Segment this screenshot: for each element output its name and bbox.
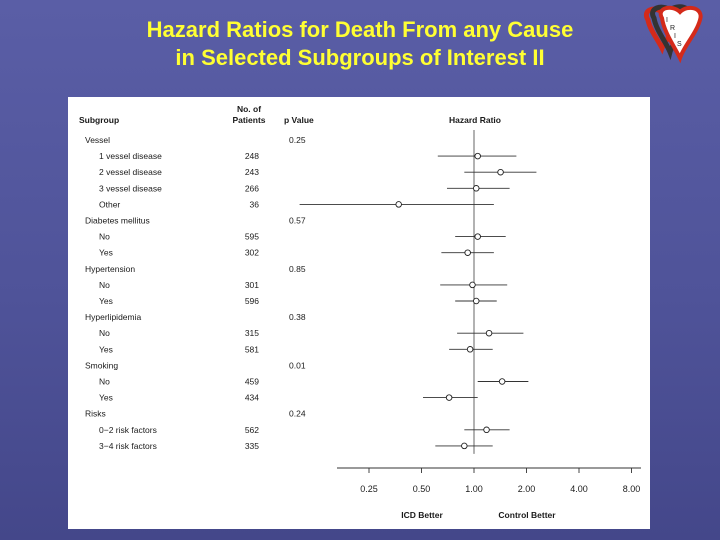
patient-count: 459 (245, 377, 259, 387)
subgroup-label: 3 vessel disease (99, 183, 162, 193)
forest-plot: Subgroup No. of Patients p Value Hazard … (79, 104, 641, 520)
point-estimate (466, 346, 474, 353)
group-label: Risks (85, 409, 106, 419)
p-value: 0.85 (289, 264, 306, 274)
slide-title: Hazard Ratios for Death From any Cause i… (60, 16, 660, 72)
group-label: Smoking (85, 360, 118, 370)
patient-count: 315 (245, 328, 259, 338)
patient-count: 562 (245, 425, 259, 435)
group-label: Diabetes mellitus (85, 216, 150, 226)
subgroup-label: Yes (99, 393, 113, 403)
forest-rows: Vessel 0.25 1 vessel disease 248 2 vessel di… (85, 130, 537, 454)
footer-control-better: Control Better (498, 510, 556, 520)
logo-letter-2: R (670, 25, 675, 32)
subgroup-label: 2 vessel disease (99, 167, 162, 177)
x-tick-label: 0.50 (413, 484, 431, 494)
forest-plot-panel: Subgroup No. of Patients p Value Hazard … (68, 97, 650, 529)
header-pvalue: p Value (284, 115, 314, 125)
patient-count: 243 (245, 167, 259, 177)
point-estimate (464, 249, 471, 256)
header-hazard-ratio: Hazard Ratio (449, 115, 501, 125)
x-tick-label: 4.00 (570, 484, 588, 494)
x-tick-label: 8.00 (623, 484, 641, 494)
logo-letter-4: S (677, 41, 682, 48)
point-estimate (485, 329, 493, 337)
logo-heart-front-icon (658, 5, 703, 64)
p-value: 0.38 (289, 312, 306, 322)
point-estimate (497, 168, 504, 176)
subgroup-label: 3−4 risk factors (99, 441, 157, 451)
subgroup-label: 1 vessel disease (99, 151, 162, 161)
patient-count: 596 (245, 296, 259, 306)
point-estimate (498, 378, 506, 385)
point-estimate (461, 442, 468, 450)
subgroup-label: No (99, 280, 110, 290)
group-label: Hypertension (85, 264, 135, 274)
patient-count: 302 (245, 248, 259, 258)
patient-count: 595 (245, 232, 259, 242)
group-label: Hyperlipidemia (85, 312, 141, 322)
point-estimate (472, 185, 480, 192)
group-label: Vessel (85, 135, 110, 145)
p-value: 0.57 (289, 216, 306, 226)
x-tick-label: 1.00 (465, 484, 483, 494)
subgroup-label: Yes (99, 248, 113, 258)
point-estimate (469, 281, 476, 289)
subgroup-label: Other (99, 199, 120, 209)
patient-count: 266 (245, 183, 259, 193)
point-estimate (474, 152, 481, 160)
patient-count: 335 (245, 441, 259, 451)
x-tick-label: 0.25 (360, 484, 378, 494)
header-subgroup: Subgroup (79, 115, 119, 125)
point-estimate (483, 426, 490, 434)
subgroup-label: 0−2 risk factors (99, 425, 157, 435)
logo-letter-3: I (674, 33, 676, 40)
patient-count: 248 (245, 151, 259, 161)
iris-logo-icon: I R I S (644, 4, 703, 64)
point-estimate (472, 297, 480, 305)
subgroup-label: No (99, 377, 110, 387)
header-patients-line2: Patients (232, 115, 265, 125)
x-axis: 0.25 0.50 1.00 2.00 4.00 8.00 (337, 467, 641, 494)
subgroup-label: Yes (99, 344, 113, 354)
patient-count: 36 (250, 199, 260, 209)
point-estimate (445, 394, 453, 401)
footer-icd-better: ICD Better (401, 510, 443, 520)
subgroup-label: No (99, 232, 110, 242)
patient-count: 434 (245, 393, 259, 403)
slide-title-line1: Hazard Ratios for Death From any Cause (146, 17, 574, 42)
point-estimate (474, 233, 481, 240)
p-value: 0.01 (289, 360, 306, 370)
patient-count: 301 (245, 280, 259, 290)
slide-title-line2: in Selected Subgroups of Interest II (175, 45, 545, 70)
header-patients-line1: No. of (237, 104, 261, 114)
patient-count: 581 (245, 344, 259, 354)
x-tick-label: 2.00 (518, 484, 536, 494)
point-estimate (395, 201, 402, 208)
subgroup-label: Yes (99, 296, 113, 306)
logo-letter-1: I (666, 17, 668, 24)
subgroup-label: No (99, 328, 110, 338)
p-value: 0.24 (289, 409, 306, 419)
p-value: 0.25 (289, 135, 306, 145)
